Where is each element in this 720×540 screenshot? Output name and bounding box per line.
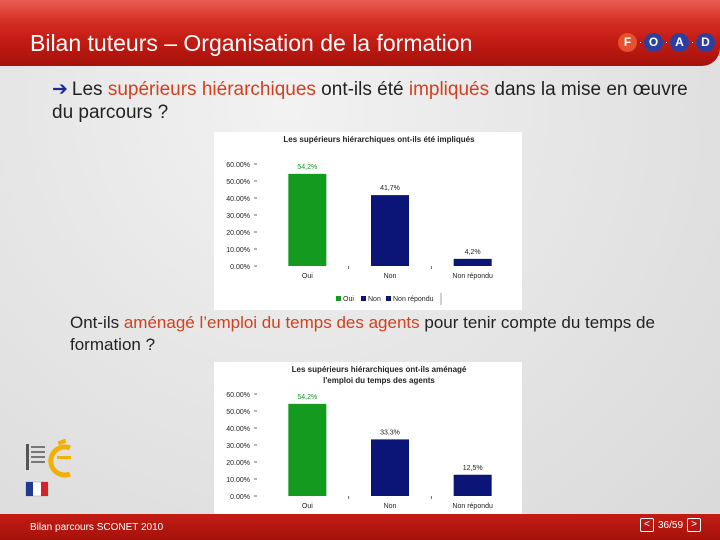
chart1-y-tick-label: 60.00%	[226, 162, 250, 169]
question-1-pre: Les	[71, 79, 108, 100]
chart2-value-label: 33,3%	[380, 429, 400, 436]
chart2-y-tick-label: 20.00%	[226, 460, 250, 467]
next-slide-button[interactable]: >	[687, 518, 702, 532]
chart-involvement: Les supérieurs hiérarchiques ont-ils été…	[214, 132, 522, 310]
question-1-highlight-2: impliqués	[408, 79, 490, 100]
chart1-y-tick-label: 10.00%	[226, 247, 250, 254]
chart1-y-tick-label: 0.00%	[230, 264, 250, 271]
chart2-y-tick-label: 10.00%	[226, 477, 250, 484]
chart2-category-label: Non répondu	[452, 503, 493, 510]
chart-involvement-svg: Les supérieurs hiérarchiques ont-ils été…	[226, 135, 493, 305]
slide-navigation: < 36/59 >	[640, 518, 702, 532]
chart1-y-tick-label: 50.00%	[226, 179, 250, 186]
chart1-value-label: 4,2%	[465, 249, 481, 256]
chart1-legend-label: Oui	[343, 296, 354, 303]
chart-schedule: Les supérieurs hiérarchiques ont-ils amé…	[214, 362, 522, 540]
question-2-highlight: aménagé l’emploi du temps des agents	[123, 313, 420, 332]
chart1-category-label: Non répondu	[452, 273, 493, 280]
foad-letter-f: F	[618, 33, 637, 52]
chart1-legend-swatch	[361, 296, 366, 301]
chart1-title-line: Les supérieurs hiérarchiques ont-ils été…	[283, 135, 475, 144]
chart2-category-label: Non	[384, 503, 397, 510]
page-number: 36/59	[658, 519, 684, 531]
chart2-bar-1	[371, 439, 409, 496]
chart2-y-tick-label: 60.00%	[226, 392, 250, 399]
chart2-title-line: l'emploi du temps des agents	[323, 376, 435, 385]
chart2-y-tick-label: 50.00%	[226, 409, 250, 416]
chart2-bar-2	[453, 474, 492, 496]
chart1-y-tick-label: 40.00%	[226, 196, 250, 203]
header-bar	[0, 0, 720, 66]
chart1-legend-swatch	[336, 296, 341, 301]
question-2-pre: Ont-ils	[70, 313, 124, 332]
previous-slide-button[interactable]: <	[640, 518, 654, 532]
chart2-value-label: 54,2%	[297, 394, 317, 401]
chart1-bar-1	[371, 195, 409, 266]
chart-schedule-svg: Les supérieurs hiérarchiques ont-ils amé…	[226, 365, 493, 535]
question-2-post: pour tenir compte du temps de formation …	[70, 313, 655, 354]
chart1-legend-swatch	[386, 296, 391, 301]
chart1-legend-label: Non	[368, 296, 381, 303]
foad-letter-a: A	[670, 33, 689, 52]
ministry-logo	[25, 438, 71, 497]
chart1-category-label: Oui	[302, 273, 313, 280]
foad-letter-d: D	[696, 33, 715, 52]
chart1-y-tick-label: 30.00%	[226, 213, 250, 220]
chart2-y-tick-label: 40.00%	[226, 426, 250, 433]
question-1-highlight-1: supérieurs hiérarchiques	[107, 79, 316, 100]
slide-title: Bilan tuteurs – Organisation de la forma…	[30, 30, 473, 56]
chart2-y-tick-label: 30.00%	[226, 443, 250, 450]
foad-logo: F · O · A · D	[618, 33, 715, 52]
chart2-y-tick-label: 0.00%	[230, 494, 250, 501]
chart2-category-label: Oui	[302, 503, 313, 510]
foad-letter-o: O	[644, 33, 663, 52]
chart2-value-label: 12,5%	[463, 465, 483, 472]
question-1: ➔ Les supérieurs hiérarchiques ont-ils ét…	[52, 78, 692, 124]
chart2-title-line: Les supérieurs hiérarchiques ont-ils amé…	[292, 365, 467, 374]
header-highlight	[0, 0, 720, 20]
chart1-bar-2	[453, 258, 492, 266]
foad-dot: ·	[639, 37, 642, 47]
chart1-value-label: 54,2%	[297, 164, 317, 171]
chart2-bar-0	[288, 403, 327, 496]
chart1-y-tick-label: 20.00%	[226, 230, 250, 237]
foad-dot: ·	[665, 37, 668, 47]
footer-text: Bilan parcours SCONET 2010	[30, 522, 164, 533]
chart1-bar-0	[288, 173, 327, 266]
foad-dot: ·	[691, 37, 694, 47]
question-1-post: dans la mise en œuvre du parcours ?	[52, 79, 688, 123]
question-1-mid: ont-ils été	[315, 79, 409, 100]
chart1-legend-label: Non répondu	[393, 296, 434, 303]
footer-bar	[0, 514, 720, 540]
chart1-category-label: Non	[384, 273, 397, 280]
chart1-value-label: 41,7%	[380, 185, 400, 192]
question-2: Ont-ils aménagé l’emploi du temps des ag…	[70, 312, 700, 356]
arrow-icon: ➔	[52, 79, 68, 100]
